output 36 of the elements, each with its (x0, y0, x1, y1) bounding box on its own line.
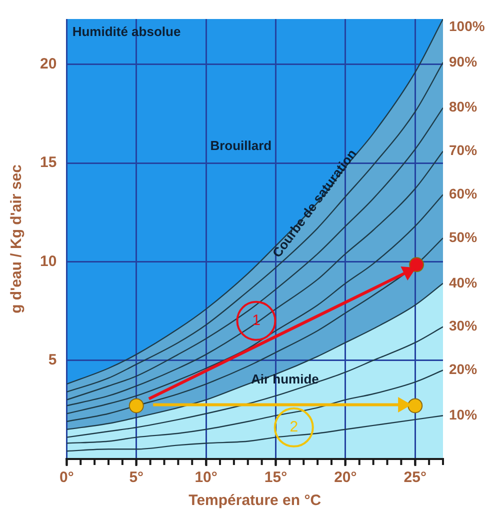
line-series (66, 150, 443, 406)
series-label: 10% (449, 406, 478, 422)
series-label: 30% (449, 318, 478, 334)
point (128, 398, 144, 414)
series-label: 80% (449, 98, 478, 115)
series-label: 20% (449, 361, 478, 378)
line-series (66, 326, 443, 438)
y-tick-label: 5 (48, 351, 57, 368)
annotation: Humidité absolue (72, 24, 181, 39)
series-label: 40% (449, 274, 478, 290)
point (398, 398, 410, 412)
series-label: 90% (449, 53, 478, 70)
x-tick-label: 5° (129, 469, 144, 486)
annotation: Brouillard (210, 138, 272, 154)
line-series (66, 370, 443, 444)
x-tick-label: 20° (334, 469, 357, 486)
annotation: 2 (290, 418, 298, 436)
series-label: 100% (449, 18, 486, 34)
y-tick-label: 20 (40, 56, 57, 73)
point (402, 266, 416, 280)
line-series (66, 62, 443, 393)
x-tick-label: 25° (404, 469, 426, 486)
y-axis-title: g d'eau / Kg d'air sec (8, 164, 26, 314)
series-label: 70% (449, 142, 478, 158)
y-tick-label: 15 (40, 154, 57, 172)
series-label: 60% (449, 185, 478, 202)
point (409, 257, 424, 272)
x-axis-title: Température en °C (188, 492, 322, 510)
y-tick-label: 10 (40, 252, 57, 270)
line-series (66, 414, 443, 452)
series-label: 50% (449, 228, 478, 245)
x-tick-label: 10° (194, 469, 218, 486)
line-series (66, 107, 443, 400)
x-tick-label: 15° (264, 469, 288, 486)
point (408, 398, 423, 414)
x-tick-label: 0° (60, 469, 74, 486)
